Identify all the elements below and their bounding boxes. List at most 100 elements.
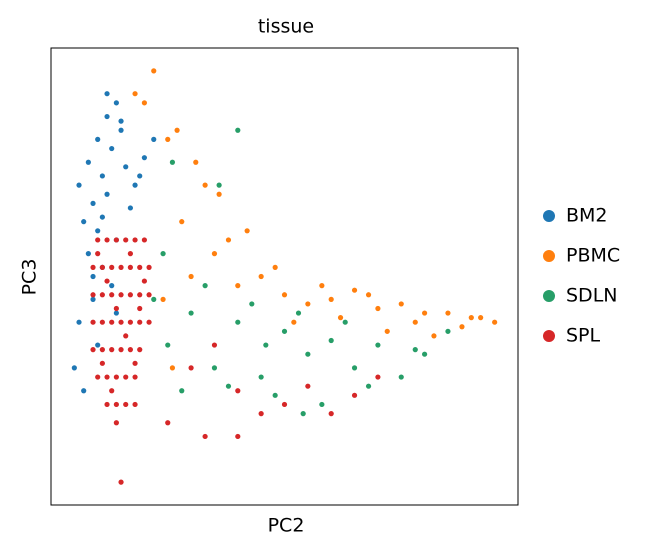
point bbox=[258, 273, 264, 280]
point bbox=[305, 301, 311, 307]
point bbox=[104, 191, 110, 197]
legend-label: BM2 bbox=[566, 205, 608, 227]
point bbox=[104, 113, 110, 120]
point bbox=[109, 264, 115, 270]
point bbox=[109, 319, 115, 325]
point bbox=[127, 292, 133, 298]
point bbox=[137, 305, 143, 312]
point bbox=[202, 433, 208, 440]
point bbox=[225, 237, 232, 243]
point bbox=[118, 319, 124, 325]
point bbox=[99, 360, 105, 366]
point bbox=[118, 292, 124, 298]
point bbox=[113, 401, 119, 408]
plot-frame bbox=[50, 47, 519, 506]
point bbox=[365, 292, 372, 298]
point bbox=[99, 173, 105, 179]
point bbox=[132, 91, 138, 97]
point bbox=[295, 310, 302, 316]
point bbox=[445, 310, 451, 316]
point bbox=[281, 292, 288, 298]
point bbox=[216, 191, 222, 197]
point bbox=[365, 383, 372, 389]
point bbox=[412, 347, 418, 353]
point bbox=[169, 159, 176, 165]
point bbox=[76, 319, 82, 325]
point bbox=[375, 305, 381, 312]
point bbox=[95, 136, 101, 142]
legend-label: SDLN bbox=[566, 285, 618, 307]
point bbox=[113, 310, 119, 316]
point bbox=[123, 401, 129, 408]
point bbox=[179, 219, 185, 225]
point bbox=[459, 324, 465, 330]
point bbox=[104, 278, 110, 284]
point bbox=[188, 365, 194, 371]
point bbox=[109, 283, 115, 289]
point bbox=[328, 411, 334, 417]
point bbox=[141, 278, 147, 284]
point bbox=[319, 401, 325, 408]
point bbox=[132, 237, 138, 243]
point bbox=[146, 319, 152, 325]
point bbox=[351, 287, 358, 293]
point bbox=[235, 433, 241, 440]
point bbox=[328, 337, 334, 344]
legend-label: SPL bbox=[566, 325, 601, 347]
point bbox=[375, 374, 381, 380]
point bbox=[99, 347, 105, 353]
point bbox=[179, 388, 185, 394]
point bbox=[174, 127, 180, 133]
point bbox=[165, 136, 171, 142]
point bbox=[113, 100, 119, 106]
point bbox=[258, 411, 264, 417]
legend-marker bbox=[543, 290, 555, 302]
point bbox=[90, 200, 96, 206]
point bbox=[104, 374, 110, 380]
point bbox=[422, 310, 428, 316]
point bbox=[300, 411, 306, 417]
point bbox=[188, 273, 194, 280]
points bbox=[71, 68, 498, 485]
point bbox=[104, 401, 110, 408]
point bbox=[151, 136, 157, 142]
point bbox=[235, 283, 241, 289]
point bbox=[123, 333, 129, 339]
point bbox=[468, 315, 474, 321]
point bbox=[118, 479, 124, 485]
point bbox=[146, 264, 152, 270]
point bbox=[95, 342, 101, 348]
point bbox=[113, 237, 119, 243]
point bbox=[90, 292, 96, 298]
point bbox=[431, 333, 437, 339]
point bbox=[81, 388, 87, 394]
point bbox=[244, 228, 250, 234]
point bbox=[109, 388, 115, 394]
point bbox=[160, 251, 166, 257]
point bbox=[478, 315, 484, 321]
point bbox=[118, 264, 124, 270]
point bbox=[165, 342, 171, 348]
point bbox=[258, 374, 264, 380]
point bbox=[319, 283, 325, 289]
chart-title: tissue bbox=[258, 16, 314, 38]
point bbox=[127, 347, 133, 353]
point bbox=[165, 420, 171, 426]
point bbox=[118, 347, 124, 353]
point bbox=[99, 214, 105, 220]
point bbox=[375, 342, 381, 348]
point bbox=[216, 182, 222, 188]
point bbox=[202, 182, 208, 188]
point bbox=[99, 264, 105, 270]
point bbox=[132, 360, 138, 366]
point bbox=[109, 347, 115, 353]
point bbox=[235, 319, 241, 325]
point bbox=[291, 319, 297, 325]
legend-label: PBMC bbox=[566, 245, 620, 267]
legend-marker bbox=[543, 330, 555, 342]
point bbox=[305, 383, 311, 389]
point bbox=[137, 264, 143, 270]
point bbox=[398, 374, 404, 380]
point bbox=[95, 237, 101, 243]
legend: BM2 PBMC SDLN SPL bbox=[543, 205, 620, 347]
